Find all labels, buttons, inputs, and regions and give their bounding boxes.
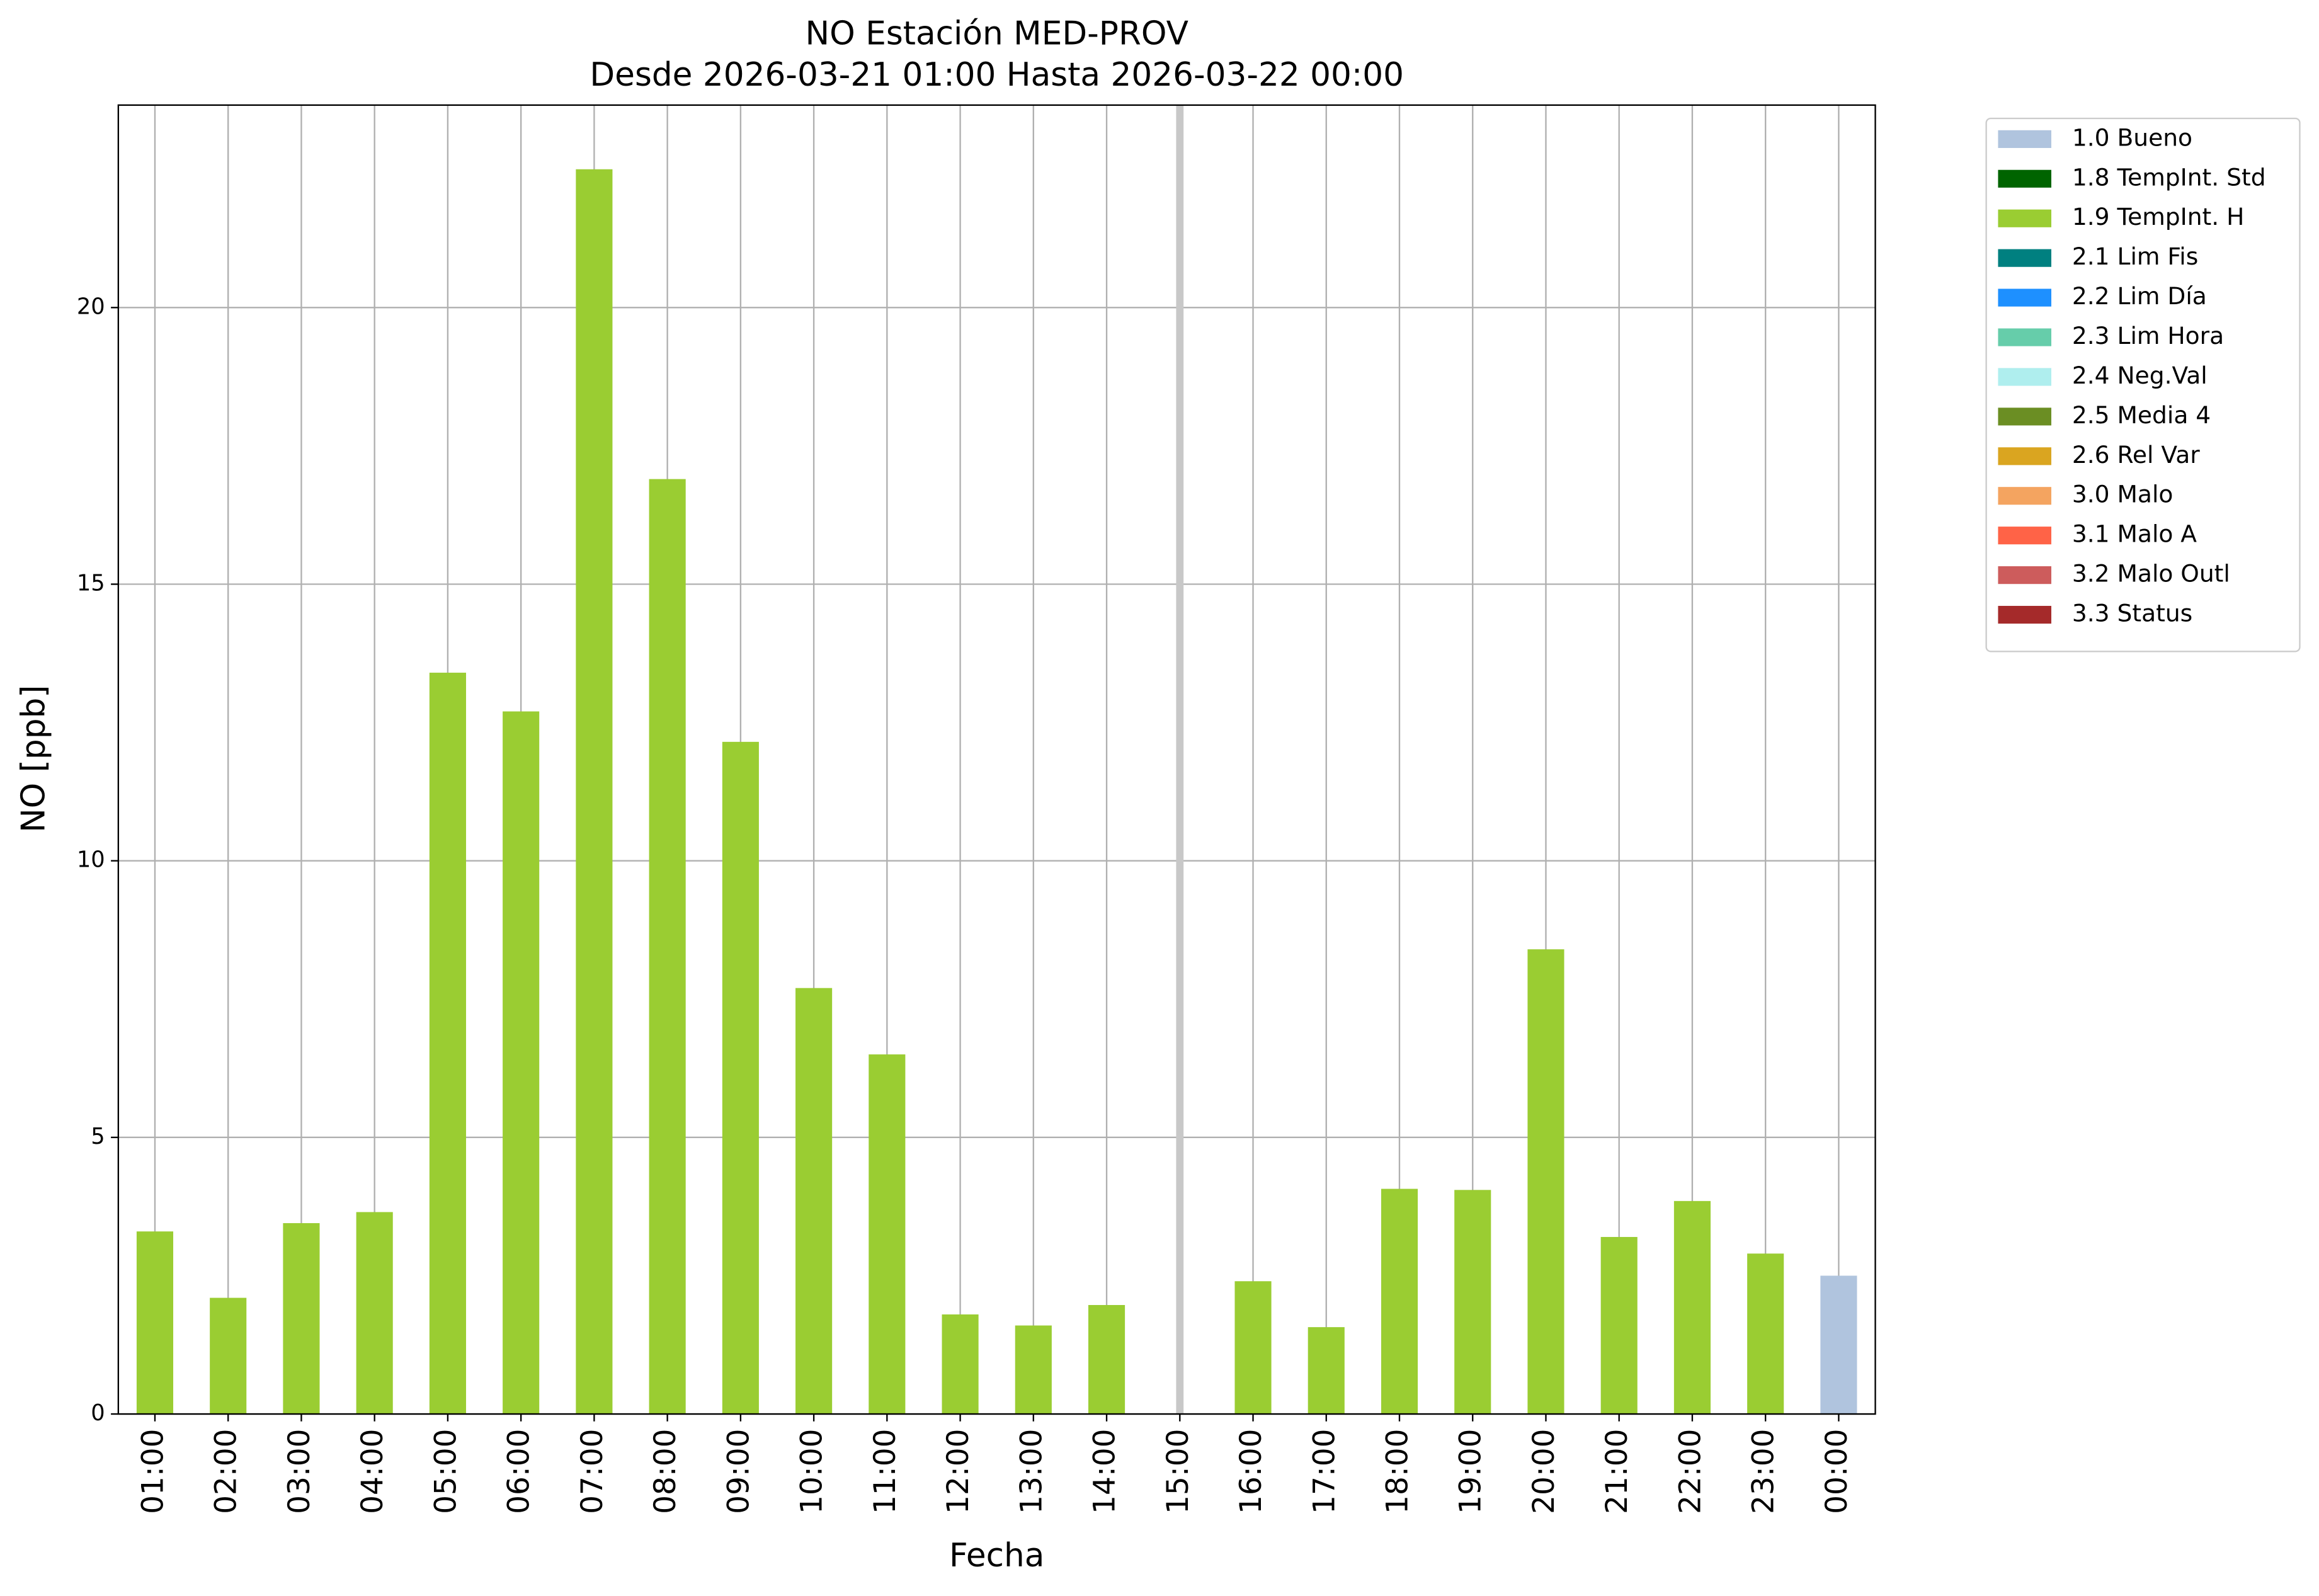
legend-swatch <box>1998 328 2051 346</box>
bar <box>1820 1275 1857 1415</box>
legend-label: 3.3 Status <box>2072 600 2192 627</box>
legend-label: 1.0 Bueno <box>2072 123 2192 151</box>
x-tick-label: 13:00 <box>1014 1429 1049 1514</box>
chart-title: NO Estación MED-PROV <box>805 14 1188 52</box>
legend-swatch <box>1998 605 2051 624</box>
bar <box>795 988 833 1415</box>
x-tick-label: 02:00 <box>209 1429 244 1514</box>
legend-label: 2.1 Lim Fis <box>2072 242 2198 270</box>
x-tick-label: 05:00 <box>428 1429 463 1514</box>
legend-label: 2.4 Neg.Val <box>2072 362 2208 389</box>
plot-frame <box>117 104 1876 1415</box>
y-tick-label: 5 <box>91 1124 105 1149</box>
bar <box>1747 1253 1784 1415</box>
legend-swatch <box>1998 447 2051 465</box>
x-tick-label: 07:00 <box>575 1429 610 1514</box>
bar <box>1527 949 1564 1415</box>
bar <box>1015 1325 1052 1415</box>
x-tick-label: 19:00 <box>1454 1429 1488 1514</box>
bar <box>722 741 759 1415</box>
x-tick-label: 09:00 <box>721 1429 756 1514</box>
legend-swatch <box>1998 368 2051 386</box>
axes: 0 5 10 15 20 01:00 02:00 03:00 04:00 05:00 06:00 07… <box>77 294 1854 1513</box>
bar <box>1088 1304 1125 1415</box>
x-tick-label: 17:00 <box>1307 1429 1342 1514</box>
bar <box>1454 1190 1491 1415</box>
bar <box>649 479 686 1415</box>
x-tick-label: 01:00 <box>135 1429 170 1514</box>
bar <box>356 1212 393 1415</box>
legend-label: 1.8 TempInt. Std <box>2072 163 2266 191</box>
legend: 1.0 Bueno 1.8 TempInt. Std 1.9 TempInt. H 2… <box>1985 117 2301 653</box>
bar <box>1673 1200 1711 1415</box>
bar <box>942 1314 979 1415</box>
x-tick-label: 04:00 <box>355 1429 390 1514</box>
legend-swatch <box>1998 288 2051 307</box>
x-tick-label: 16:00 <box>1234 1429 1268 1514</box>
bar <box>1234 1281 1272 1415</box>
bar <box>210 1297 247 1415</box>
y-tick-label: 10 <box>77 847 105 873</box>
bar <box>869 1054 906 1415</box>
y-axis-label: NO [ppb] <box>14 685 52 833</box>
x-tick-label: 18:00 <box>1380 1429 1415 1514</box>
bar <box>576 169 613 1415</box>
bar <box>1600 1236 1638 1415</box>
legend-swatch <box>1998 130 2051 148</box>
legend-swatch <box>1998 566 2051 584</box>
x-tick-label: 08:00 <box>648 1429 683 1514</box>
bar <box>429 673 466 1415</box>
bar <box>503 711 540 1415</box>
x-tick-label: 00:00 <box>1820 1429 1854 1514</box>
legend-swatch <box>1998 527 2051 545</box>
x-axis-label: Fecha <box>949 1537 1044 1575</box>
bar <box>1308 1327 1345 1415</box>
legend-label: 2.6 Rel Var <box>2072 441 2200 469</box>
y-tick-label: 0 <box>91 1400 105 1426</box>
bar <box>1381 1188 1418 1415</box>
x-tick-label: 11:00 <box>868 1429 903 1514</box>
x-tick-label: 06:00 <box>502 1429 537 1514</box>
legend-swatch <box>1998 209 2051 227</box>
y-tick-label: 15 <box>77 571 105 596</box>
x-tick-label: 15:00 <box>1161 1429 1195 1514</box>
legend-label: 2.2 Lim Día <box>2072 282 2207 310</box>
x-tick-label: 10:00 <box>795 1429 829 1514</box>
y-tick-label: 20 <box>77 294 105 319</box>
bars <box>136 169 1857 1415</box>
x-tick-label: 23:00 <box>1746 1429 1781 1514</box>
x-tick-label: 14:00 <box>1088 1429 1122 1514</box>
legend-label: 2.5 Media 4 <box>2072 401 2211 429</box>
legend-swatch <box>1998 487 2051 505</box>
legend-frame <box>1985 117 2301 653</box>
legend-label: 1.9 TempInt. H <box>2072 203 2245 231</box>
chart-subtitle: Desde 2026-03-21 01:00 Hasta 2026-03-22 … <box>590 56 1404 94</box>
legend-swatch <box>1998 249 2051 267</box>
x-tick-label: 20:00 <box>1527 1429 1561 1514</box>
legend-label: 3.2 Malo Outl <box>2072 560 2230 588</box>
legend-label: 3.0 Malo <box>2072 481 2174 508</box>
bar <box>136 1231 174 1415</box>
legend-swatch <box>1998 169 2051 188</box>
x-tick-label: 03:00 <box>282 1429 317 1514</box>
legend-label: 3.1 Malo A <box>2072 520 2197 548</box>
x-tick-label: 21:00 <box>1600 1429 1634 1514</box>
legend-swatch <box>1998 408 2051 426</box>
legend-label: 2.3 Lim Hora <box>2072 322 2224 350</box>
x-tick-label: 12:00 <box>941 1429 976 1514</box>
bar <box>283 1223 320 1415</box>
x-tick-label: 22:00 <box>1673 1429 1707 1514</box>
